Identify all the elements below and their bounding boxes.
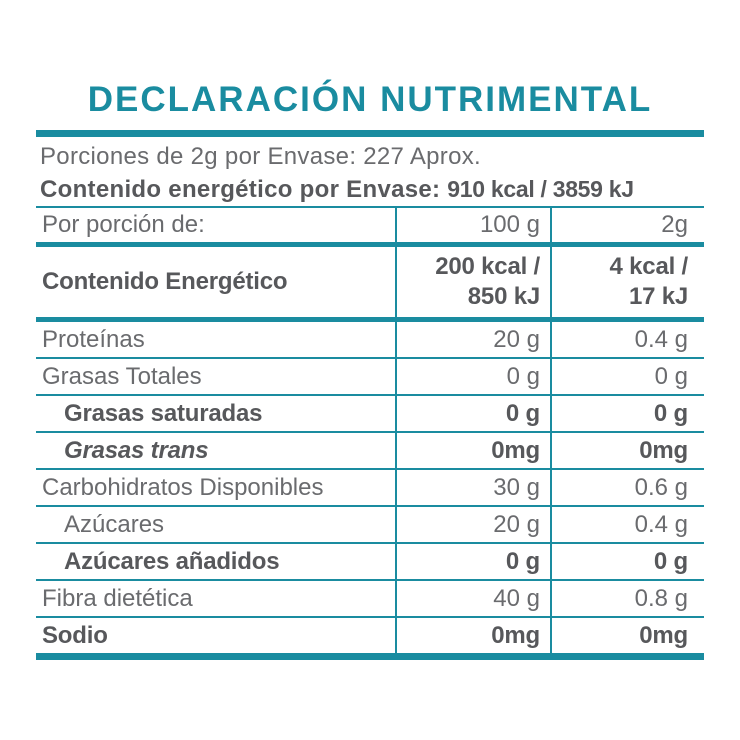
value-per-serving: 0.4 g: [550, 322, 704, 357]
value-per-100g: 20 g: [395, 507, 550, 542]
nutrient-label: Proteínas: [42, 325, 145, 353]
nutrient-label: Azúcares añadidos: [64, 547, 280, 575]
table-row-proteinas: Proteínas 20 g 0.4 g: [36, 317, 704, 357]
energy-per-package-label: Contenido energético por Envase:: [40, 176, 441, 203]
value-per-100g: 0mg: [395, 433, 550, 468]
page-title: DECLARACIÓN NUTRIMENTAL: [87, 80, 653, 119]
nutrition-label: DECLARACIÓN NUTRIMENTAL Porciones de 2g …: [36, 0, 704, 660]
value-per-serving: 0mg: [550, 433, 704, 468]
value-per-100g: 0 g: [395, 359, 550, 394]
value-per-100g: 30 g: [395, 470, 550, 505]
value-per-100g: 0 g: [395, 396, 550, 431]
value-per-100g: 20 g: [395, 322, 550, 357]
nutrient-label: Azúcares: [64, 510, 165, 538]
value-per-serving: 4 kcal / 17 kJ: [550, 247, 704, 317]
column-header-label: Por porción de:: [42, 211, 205, 238]
table-header-row: Por porción de: 100 g 2g: [36, 208, 704, 242]
nutrient-label: Grasas Totales: [42, 362, 202, 390]
nutrient-label: Contenido Energético: [42, 268, 288, 295]
value-per-serving: 0 g: [550, 544, 704, 579]
table-row-grasas-trans: Grasas trans 0mg 0mg: [36, 431, 704, 468]
value-per-100g: 0 g: [395, 544, 550, 579]
energy-per-package-value: 910 kcal / 3859 kJ: [447, 176, 634, 202]
label-summary: Porciones de 2g por Envase: 227 Aprox. C…: [36, 137, 704, 206]
table-row-carbohidratos: Carbohidratos Disponibles 30 g 0.6 g: [36, 468, 704, 505]
nutrient-label: Fibra dietética: [42, 584, 193, 612]
nutrient-label: Sodio: [42, 621, 108, 649]
table-row-fibra: Fibra dietética 40 g 0.8 g: [36, 579, 704, 616]
column-header-per-serving: 2g: [550, 208, 704, 242]
nutrient-label: Grasas saturadas: [64, 399, 263, 427]
value-per-serving: 0.4 g: [550, 507, 704, 542]
value-per-serving: 0 g: [550, 396, 704, 431]
value-per-100g: 0mg: [395, 618, 550, 653]
energy-per-package-line: Contenido energético por Envase: 910 kca…: [40, 173, 700, 206]
divider-thick-top: [36, 130, 704, 137]
nutrient-label: Carbohidratos Disponibles: [42, 473, 324, 501]
value-per-100g: 40 g: [395, 581, 550, 616]
nutrient-label: Grasas trans: [64, 436, 209, 464]
column-header-per-100g: 100 g: [395, 208, 550, 242]
table-row-sodio: Sodio 0mg 0mg: [36, 616, 704, 653]
servings-line: Porciones de 2g por Envase: 227 Aprox.: [40, 143, 482, 170]
table-row-grasas-saturadas: Grasas saturadas 0 g 0 g: [36, 394, 704, 431]
table-row-azucares: Azúcares 20 g 0.4 g: [36, 505, 704, 542]
value-per-100g: 200 kcal / 850 kJ: [395, 247, 550, 317]
table-row-energy: Contenido Energético 200 kcal / 850 kJ 4…: [36, 242, 704, 317]
value-per-serving: 0.6 g: [550, 470, 704, 505]
table-row-azucares-anadidos: Azúcares añadidos 0 g 0 g: [36, 542, 704, 579]
value-per-serving: 0.8 g: [550, 581, 704, 616]
table-row-grasas-totales: Grasas Totales 0 g 0 g: [36, 357, 704, 394]
nutrition-table: Por porción de: 100 g 2g Contenido Energ…: [36, 206, 704, 660]
value-per-serving: 0 g: [550, 359, 704, 394]
value-per-serving: 0mg: [550, 618, 704, 653]
